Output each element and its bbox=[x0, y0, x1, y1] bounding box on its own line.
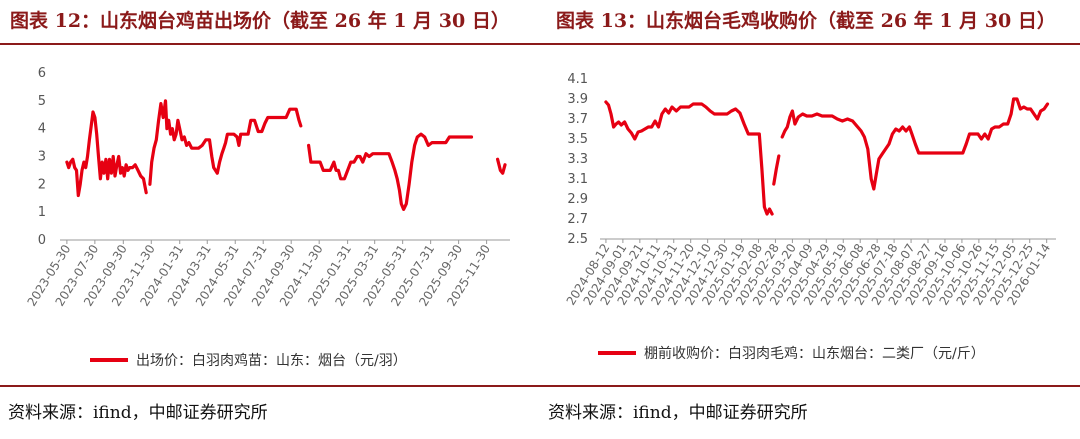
y-tick-label: 3 bbox=[38, 150, 46, 165]
series-line-segment bbox=[604, 100, 774, 216]
chicken-chick-price-chart: 01234562023-05-302023-07-302023-09-30202… bbox=[25, 66, 510, 369]
title-rule bbox=[540, 43, 1080, 45]
series-line-segment bbox=[496, 157, 507, 175]
title-rule bbox=[0, 43, 540, 45]
chart-panel-right: 图表 13：山东烟台毛鸡收购价（截至 26 年 1 月 30 日） 2.5 2.7… bbox=[540, 0, 1080, 439]
chart-panel-left: 图表 12：山东烟台鸡苗出场价（截至 26 年 1 月 30 日） 0 1 2 3 4 5… bbox=[0, 10, 540, 423]
y-tick-label: 3.3 bbox=[567, 152, 588, 167]
y-tick-label: 2.5 bbox=[567, 232, 588, 247]
y-tick-label: 2.7 bbox=[567, 212, 588, 227]
source-rule bbox=[540, 385, 1080, 387]
y-tick-label: 0 bbox=[38, 233, 46, 248]
y-tick-label: 3.5 bbox=[567, 132, 588, 147]
series-line-segment bbox=[148, 99, 303, 186]
y-tick-label: 4.1 bbox=[567, 72, 588, 87]
source-note: 资料来源：ifind，中邮证券研究所 bbox=[548, 403, 808, 423]
series-line-segment bbox=[772, 154, 781, 186]
y-tick-label: 4 bbox=[38, 122, 46, 137]
y-tick-label: 3.7 bbox=[567, 112, 588, 127]
chart-title: 图表 13：山东烟台毛鸡收购价（截至 26 年 1 月 30 日） bbox=[556, 10, 1056, 32]
legend-label: 棚前收购价：白羽肉毛鸡：山东烟台：二类厂（元/斤） bbox=[644, 345, 985, 362]
broiler-purchase-price-chart: 2.52.72.93.13.33.53.73.94.12024-08-12202… bbox=[564, 72, 1056, 362]
y-tick-label: 2 bbox=[38, 177, 46, 192]
y-tick-label: 2.9 bbox=[567, 192, 588, 207]
source-note: 资料来源：ifind，中邮证券研究所 bbox=[8, 403, 268, 423]
chart-title: 图表 12：山东烟台鸡苗出场价（截至 26 年 1 月 30 日） bbox=[10, 10, 510, 32]
series-line-segment bbox=[65, 110, 148, 198]
source-rule bbox=[0, 385, 540, 387]
series-line-segment bbox=[780, 97, 1050, 191]
y-tick-label: 1 bbox=[38, 205, 46, 220]
y-tick-label: 6 bbox=[38, 66, 46, 81]
legend-label: 出场价：白羽肉鸡苗：山东：烟台（元/羽） bbox=[136, 352, 407, 369]
series-line-segment bbox=[307, 132, 474, 211]
y-tick-label: 3.1 bbox=[567, 172, 588, 187]
y-tick-label: 5 bbox=[38, 94, 46, 109]
y-tick-label: 3.9 bbox=[567, 92, 588, 107]
